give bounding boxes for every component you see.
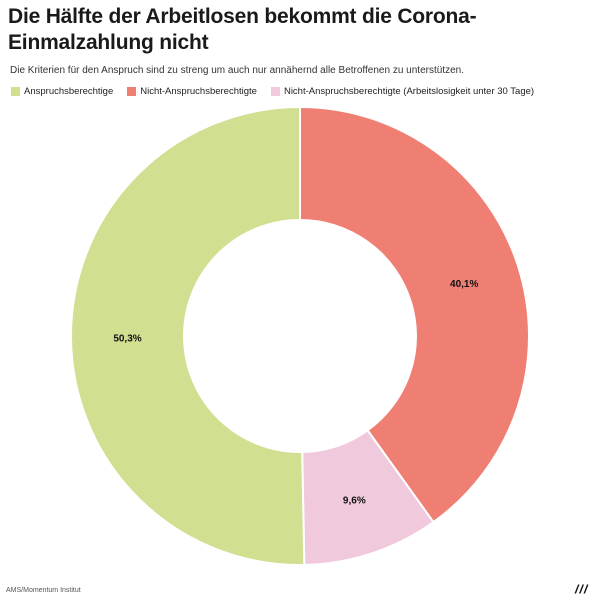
legend-swatch [11,87,20,96]
legend-item-anspruchsberechtige: Anspruchsberechtige [11,86,113,97]
source-note: AMS/Momentum Institut [6,587,81,594]
legend-item-nicht-anspruchsberechtigte: Nicht-Anspruchsberechtigte [127,86,257,97]
slice-value-label: 50,3% [113,334,141,345]
slice-value-label: 9,6% [343,496,366,507]
momentum-logo-icon [574,584,589,594]
slice-value-label: 40,1% [450,279,478,290]
donut-slice-3 [69,105,306,566]
chart-legend: Anspruchsberechtige Nicht-Anspruchsberec… [11,86,548,97]
legend-swatch [127,87,137,96]
chart-title: Die Hälfte der Arbeitlosen bekommt die C… [8,5,477,54]
legend-item-unter-30-tage: Nicht-Anspruchsberechtigte (Arbeitslosig… [270,86,535,97]
chart-subtitle: Die Kriterien für den Anspruch sind zu s… [10,65,464,76]
legend-label: Nicht-Anspruchsberechtigte (Arbeitslosig… [283,86,535,97]
legend-label: Nicht-Anspruchsberechtigte [140,86,257,97]
donut-slice-1 [299,105,530,524]
legend-label: Anspruchsberechtige [24,86,114,97]
legend-swatch [270,87,280,96]
